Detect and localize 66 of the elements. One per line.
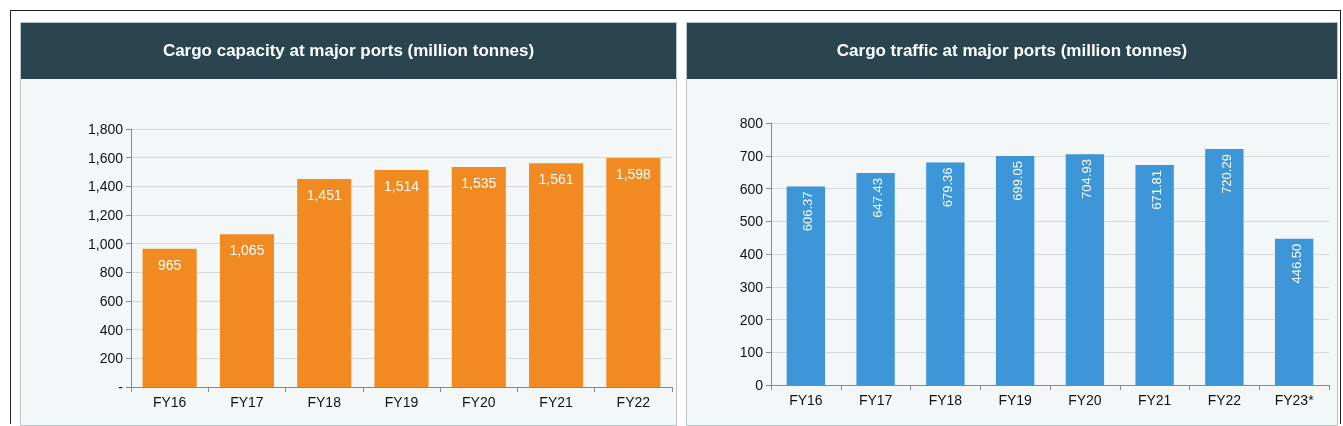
bar	[856, 172, 895, 385]
bar	[142, 248, 197, 387]
x-tick-label: FY17	[858, 392, 893, 408]
data-label: 647.43	[870, 177, 886, 218]
x-tick-label: FY19	[384, 394, 419, 410]
y-tick-label: 300	[739, 278, 764, 295]
y-tick-label: 1,400	[87, 178, 124, 195]
bar	[1135, 164, 1174, 385]
y-tick-label: 700	[739, 147, 764, 164]
bar	[995, 156, 1035, 385]
y-tick-label: 1,800	[87, 121, 124, 137]
data-label: 720.29	[1218, 154, 1234, 194]
bar	[374, 169, 429, 387]
x-tick-label: FY22	[1207, 392, 1242, 408]
data-label: 704.93	[1079, 159, 1095, 199]
x-tick-label: FY21	[1137, 392, 1172, 408]
y-tick-label: 1,000	[87, 235, 124, 252]
bar	[451, 166, 506, 387]
bar	[529, 163, 584, 387]
bar	[926, 162, 965, 385]
data-label: 671.81	[1149, 169, 1165, 210]
chart-title: Cargo traffic at major ports (million tonnes)	[687, 23, 1337, 79]
y-tick-label: 600	[739, 180, 764, 197]
y-tick-label: 400	[739, 246, 764, 262]
data-label: 679.36	[939, 167, 955, 208]
x-tick-label: FY18	[928, 392, 963, 408]
data-label: 1,598	[615, 165, 652, 182]
x-tick-label: FY20	[1068, 392, 1102, 408]
bar	[1205, 149, 1244, 385]
y-tick-label: 0	[755, 377, 764, 393]
y-tick-label: 500	[739, 213, 764, 230]
y-tick-label: 400	[99, 321, 124, 338]
x-tick-label: FY18	[307, 394, 342, 410]
bar	[786, 186, 826, 385]
y-tick-label: 800	[99, 264, 124, 281]
data-label: 446.50	[1288, 243, 1304, 284]
x-tick-label: FY22	[616, 394, 651, 410]
bar	[297, 179, 352, 387]
y-tick-label: 600	[99, 293, 124, 309]
y-tick-label: 100	[739, 344, 764, 361]
y-tick-label: 1,600	[87, 149, 124, 166]
data-label: 1,514	[383, 177, 420, 194]
bar	[219, 234, 274, 387]
data-label: 1,535	[461, 174, 497, 191]
data-label: 606.37	[800, 191, 816, 232]
y-tick-label: 1,200	[87, 207, 124, 223]
y-tick-label: 800	[739, 115, 764, 131]
x-tick-label: FY17	[230, 394, 264, 410]
x-tick-label: FY19	[998, 392, 1033, 408]
data-label: 699.05	[1009, 161, 1025, 201]
data-label: 965	[157, 256, 182, 273]
chart-title: Cargo capacity at major ports (million tonnes)	[21, 23, 676, 79]
x-tick-label: FY21	[539, 394, 574, 410]
x-tick-label: FY16	[789, 392, 823, 408]
x-tick-label: FY16	[152, 394, 187, 410]
data-label: 1,065	[229, 242, 265, 259]
data-label: 1,451	[306, 187, 342, 204]
bar	[606, 157, 661, 387]
y-tick-label: 200	[99, 350, 124, 367]
x-tick-label: FY23*	[1274, 392, 1315, 408]
x-tick-label: FY20	[462, 394, 496, 410]
bar	[1065, 154, 1105, 385]
y-tick-label: 200	[739, 311, 764, 328]
data-label: 1,561	[538, 171, 574, 188]
y-tick-label: -	[118, 379, 124, 395]
bar	[1274, 238, 1314, 385]
